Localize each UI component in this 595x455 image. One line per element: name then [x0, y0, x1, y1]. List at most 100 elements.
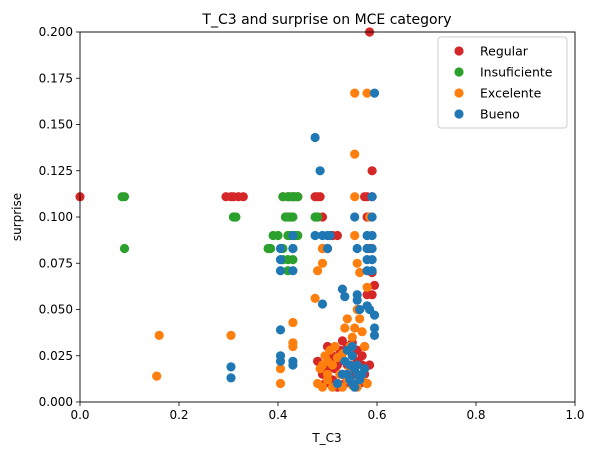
- data-point: [288, 255, 298, 265]
- x-tick-label: 0.0: [70, 408, 89, 422]
- y-tick-label: 0.175: [39, 71, 73, 85]
- chart-title: T_C3 and surprise on MCE category: [201, 12, 451, 28]
- x-tick-label: 0.4: [268, 408, 287, 422]
- data-point: [350, 149, 360, 159]
- data-point: [310, 293, 320, 303]
- y-tick-label: 0.150: [39, 118, 73, 132]
- data-point: [369, 280, 380, 290]
- data-point: [273, 230, 283, 241]
- data-point: [313, 266, 323, 276]
- data-point: [355, 267, 365, 278]
- data-point: [226, 373, 236, 383]
- data-point: [369, 330, 380, 340]
- legend: Regular Insuficiente Excelente Bueno: [437, 36, 568, 129]
- x-tick-label: 0.2: [169, 408, 188, 422]
- x-tick-label: 0.6: [367, 408, 386, 422]
- data-point: [360, 341, 370, 352]
- data-point: [355, 304, 365, 315]
- data-point: [367, 212, 377, 222]
- data-point: [315, 192, 325, 202]
- data-point: [330, 341, 340, 352]
- data-point: [322, 369, 333, 379]
- data-point: [362, 301, 372, 311]
- series-bueno: [226, 88, 380, 392]
- legend-label: Insuficiente: [480, 65, 553, 80]
- legend-marker: [454, 88, 464, 98]
- data-point: [347, 341, 357, 352]
- data-point: [352, 258, 362, 268]
- data-point: [337, 369, 347, 379]
- data-point: [369, 88, 380, 98]
- legend-box: [437, 36, 568, 129]
- data-point: [327, 360, 338, 370]
- data-point: [369, 323, 380, 333]
- data-point: [275, 243, 286, 254]
- legend-marker: [454, 46, 464, 56]
- data-point: [275, 364, 286, 374]
- data-point: [322, 243, 333, 254]
- data-point: [266, 243, 276, 254]
- data-point: [288, 360, 298, 370]
- data-point: [238, 192, 248, 202]
- data-point: [350, 323, 360, 333]
- y-tick-label: 0.100: [39, 210, 73, 224]
- legend-label: Excelente: [480, 86, 542, 101]
- legend-label: Regular: [480, 44, 529, 59]
- data-point: [310, 230, 320, 241]
- data-point: [332, 230, 342, 241]
- data-point: [350, 192, 360, 202]
- data-point: [275, 255, 286, 265]
- data-point: [119, 243, 130, 254]
- data-point: [352, 295, 362, 305]
- x-axis-label: T_C3: [311, 431, 341, 445]
- y-tick-label: 0.025: [39, 349, 73, 363]
- data-point: [350, 212, 360, 222]
- data-point: [288, 317, 298, 328]
- data-point: [362, 282, 372, 292]
- data-point: [226, 362, 236, 372]
- data-point: [275, 266, 286, 276]
- data-point: [347, 332, 357, 342]
- data-point: [367, 230, 377, 241]
- data-point: [275, 325, 286, 335]
- data-point: [362, 378, 372, 389]
- data-point: [315, 364, 325, 374]
- data-point: [350, 88, 360, 98]
- y-tick-label: 0.075: [39, 256, 73, 270]
- data-point: [325, 230, 335, 241]
- y-axis-ticks: 0.000 0.025 0.050 0.075 0.100 0.125 0.150 0.175…: [39, 25, 80, 409]
- legend-marker: [454, 109, 464, 119]
- y-axis-label: surprise: [10, 193, 24, 241]
- plot-marks: [75, 27, 380, 392]
- data-point: [360, 364, 370, 374]
- x-axis-ticks: 0.0 0.2 0.4 0.6 0.8 1.0: [70, 402, 585, 422]
- data-point: [317, 299, 328, 309]
- data-point: [352, 243, 362, 254]
- data-point: [342, 314, 352, 324]
- x-tick-label: 1.0: [565, 408, 584, 422]
- data-point: [350, 230, 360, 241]
- data-point: [288, 341, 298, 352]
- data-point: [317, 258, 328, 268]
- data-point: [350, 382, 360, 392]
- data-point: [313, 212, 323, 222]
- data-point: [288, 230, 298, 241]
- data-point: [332, 378, 342, 389]
- y-tick-label: 0.000: [39, 395, 73, 409]
- data-point: [275, 356, 286, 366]
- data-point: [293, 192, 303, 202]
- data-point: [315, 166, 325, 176]
- data-point: [310, 132, 320, 143]
- data-point: [340, 356, 350, 366]
- data-point: [226, 330, 236, 340]
- data-point: [362, 88, 372, 98]
- data-point: [231, 212, 241, 222]
- data-point: [337, 284, 347, 294]
- y-tick-label: 0.200: [39, 25, 73, 39]
- legend-label: Bueno: [480, 107, 520, 122]
- data-point: [352, 360, 362, 370]
- y-tick-label: 0.050: [39, 303, 73, 317]
- data-point: [367, 290, 377, 300]
- data-point: [275, 378, 286, 389]
